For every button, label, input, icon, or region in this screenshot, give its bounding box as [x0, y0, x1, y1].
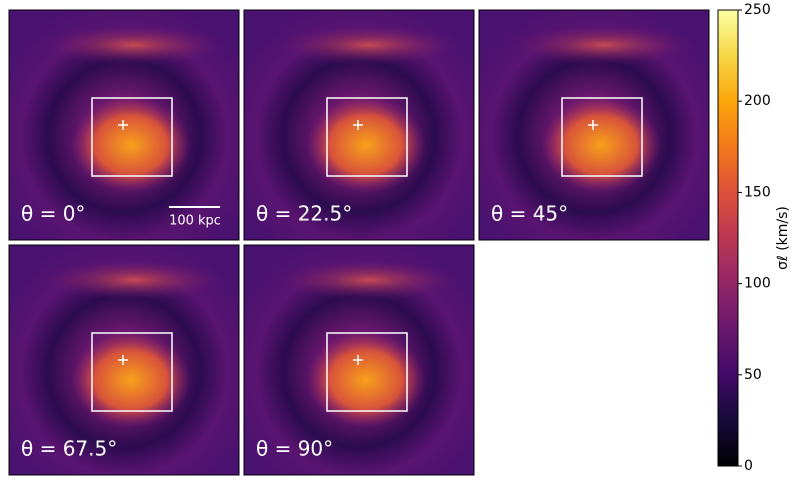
- map-core: [71, 97, 191, 193]
- panel-label: θ = 67.5°: [21, 437, 117, 461]
- region-box: [326, 332, 408, 412]
- colorbar-tick-label: 100: [744, 276, 771, 292]
- colorbar-label: σℓ (km/s): [775, 206, 791, 270]
- region-box: [91, 97, 173, 177]
- region-box: [326, 97, 408, 177]
- center-cross: [118, 355, 128, 365]
- map-core: [306, 97, 426, 193]
- panel-label: θ = 45°: [491, 202, 568, 226]
- map-arc: [44, 260, 224, 300]
- region-box: [91, 332, 173, 412]
- map-core: [541, 97, 661, 193]
- center-cross: [353, 120, 363, 130]
- map-core: [71, 332, 191, 428]
- colorbar-tick-label: 150: [744, 184, 771, 200]
- map-arc: [279, 260, 459, 300]
- center-cross: [353, 355, 363, 365]
- center-cross: [118, 120, 128, 130]
- colorbar-tick-label: 250: [744, 2, 771, 18]
- map-arc: [279, 25, 459, 65]
- scale-bar-label: 100 kpc: [169, 214, 221, 229]
- colorbar-tick-label: 200: [744, 93, 771, 109]
- map-arc: [514, 25, 694, 65]
- region-box: [561, 97, 643, 177]
- map-core: [306, 332, 426, 428]
- map-arc: [44, 25, 224, 65]
- colorbar-tick-label: 50: [744, 367, 762, 383]
- center-cross: [588, 120, 598, 130]
- panel-label: θ = 90°: [256, 437, 333, 461]
- panel-label: θ = 0°: [21, 202, 85, 226]
- colorbar: [717, 9, 739, 467]
- panel-label: θ = 22.5°: [256, 202, 352, 226]
- colorbar-tick-label: 0: [744, 458, 753, 474]
